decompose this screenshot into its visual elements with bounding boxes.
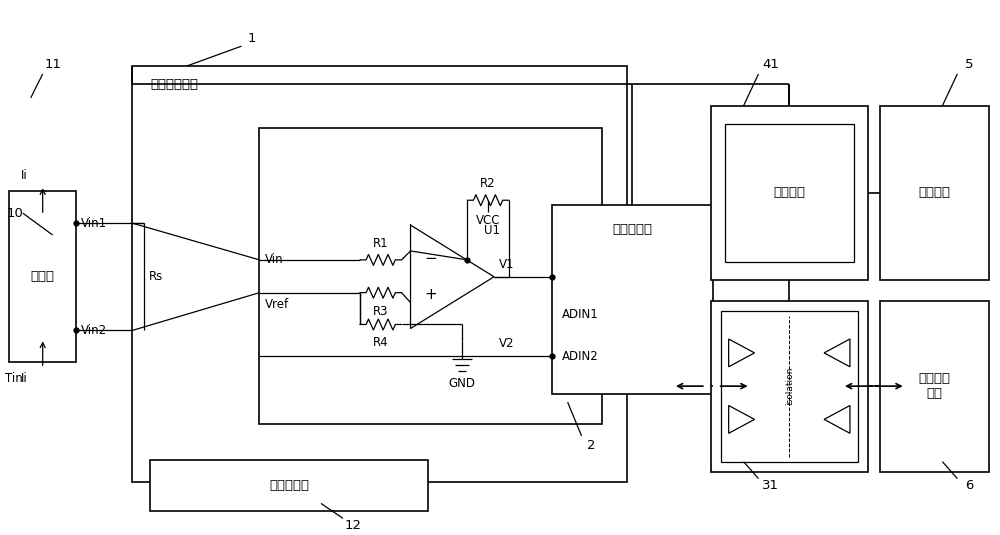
Text: Rs: Rs <box>149 270 163 283</box>
Text: 分流器: 分流器 <box>31 270 55 283</box>
Text: V2: V2 <box>499 338 515 350</box>
Bar <box>132 66 627 482</box>
Text: 31: 31 <box>762 479 779 492</box>
Text: ADIN1: ADIN1 <box>562 308 598 321</box>
Bar <box>880 301 989 472</box>
Bar <box>721 311 858 462</box>
Text: 控制器单元: 控制器单元 <box>612 223 652 236</box>
Text: 温度传感器: 温度传感器 <box>269 479 309 492</box>
Text: 外部测量
系统: 外部测量 系统 <box>918 372 950 400</box>
Text: R4: R4 <box>373 337 389 349</box>
Text: Vin1: Vin1 <box>80 217 107 230</box>
Text: Ii: Ii <box>21 169 28 182</box>
Bar <box>150 460 428 511</box>
Text: 11: 11 <box>44 58 61 71</box>
Text: −: − <box>424 251 437 266</box>
Bar <box>552 205 713 394</box>
Bar <box>259 128 602 424</box>
Text: Tin: Tin <box>5 372 23 385</box>
Bar <box>711 301 868 472</box>
Text: GND: GND <box>449 377 476 390</box>
Text: 隔离电源: 隔离电源 <box>773 186 805 199</box>
Text: U1: U1 <box>484 224 500 237</box>
Text: VCC: VCC <box>476 214 500 227</box>
Text: isolation: isolation <box>785 367 794 406</box>
Text: 2: 2 <box>587 439 596 452</box>
Text: 12: 12 <box>344 519 361 532</box>
Text: 41: 41 <box>762 58 779 71</box>
Text: +: + <box>424 287 437 302</box>
Text: R3: R3 <box>373 304 388 318</box>
Text: R2: R2 <box>480 177 496 190</box>
Bar <box>880 106 989 280</box>
Text: 外部电源: 外部电源 <box>918 186 950 199</box>
Text: R1: R1 <box>373 237 389 250</box>
Text: 1: 1 <box>247 32 256 45</box>
Text: ADIN2: ADIN2 <box>562 350 598 363</box>
Bar <box>9 192 76 362</box>
Text: 6: 6 <box>965 479 973 492</box>
Text: 5: 5 <box>965 58 973 71</box>
Text: V1: V1 <box>499 258 515 271</box>
Bar <box>711 106 868 280</box>
Text: Vin: Vin <box>265 254 284 266</box>
Text: Vin2: Vin2 <box>80 324 107 337</box>
Text: Vref: Vref <box>265 297 290 311</box>
Text: Ii: Ii <box>21 372 28 385</box>
Text: 信号转换模块: 信号转换模块 <box>150 78 198 91</box>
Text: 10: 10 <box>7 207 24 220</box>
Bar <box>725 124 854 262</box>
